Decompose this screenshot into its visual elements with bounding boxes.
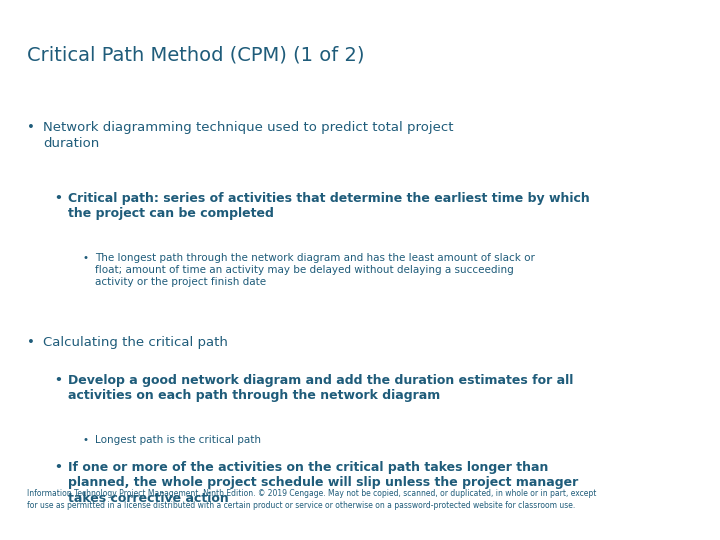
Text: Network diagramming technique used to predict total project
duration: Network diagramming technique used to pr… [43, 122, 454, 150]
Text: Information Technology Project Management, Ninth Edition. © 2019 Cengage. May no: Information Technology Project Managemen… [27, 489, 597, 510]
Text: The longest path through the network diagram and has the least amount of slack o: The longest path through the network dia… [95, 253, 535, 287]
Text: Calculating the critical path: Calculating the critical path [43, 336, 228, 349]
Text: •: • [83, 253, 89, 264]
Text: Develop a good network diagram and add the duration estimates for all
activities: Develop a good network diagram and add t… [68, 374, 574, 402]
Text: •: • [54, 192, 62, 205]
Text: •: • [27, 122, 35, 134]
Text: •: • [83, 435, 89, 445]
Text: •: • [54, 461, 62, 474]
Text: •: • [27, 336, 35, 349]
Text: •: • [54, 374, 62, 387]
Text: Critical Path Method (CPM) (1 of 2): Critical Path Method (CPM) (1 of 2) [27, 46, 365, 65]
Text: Critical path: series of activities that determine the earliest time by which
th: Critical path: series of activities that… [68, 192, 590, 220]
Text: If one or more of the activities on the critical path takes longer than
planned,: If one or more of the activities on the … [68, 461, 579, 504]
Text: Longest path is the critical path: Longest path is the critical path [95, 435, 261, 445]
